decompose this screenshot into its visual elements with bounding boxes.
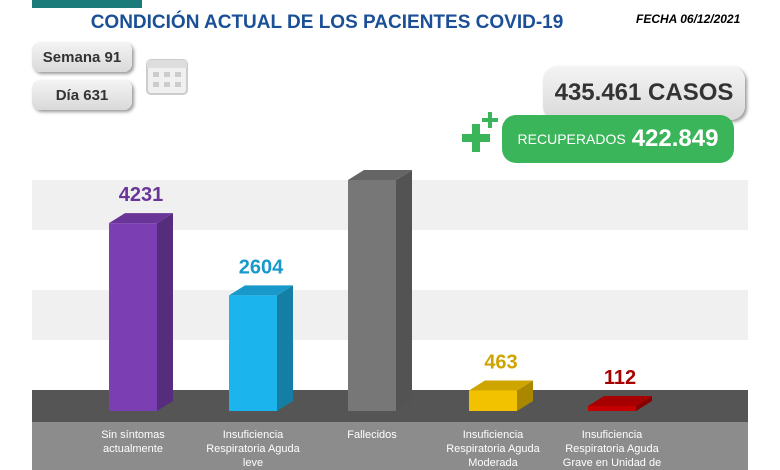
plus-icon <box>462 112 498 152</box>
bar-top <box>588 396 652 407</box>
value-label: 112 <box>604 367 636 389</box>
value-label: 463 <box>484 351 517 373</box>
bar <box>229 295 277 411</box>
calendar-icon <box>146 59 188 95</box>
bar <box>109 223 157 411</box>
value-label: 4231 <box>119 184 164 206</box>
bar <box>588 406 636 411</box>
category-label: Insuficiencia Respiratoria Aguda leve <box>206 429 300 469</box>
category-label: Sin síntomas actualmente <box>101 429 165 455</box>
bar <box>469 390 517 411</box>
title: CONDICIÓN ACTUAL DE LOS PACIENTES COVID-… <box>90 12 564 33</box>
category-label: Insuficiencia Respiratoria Aguda Grave e… <box>562 429 662 469</box>
bar-top <box>109 213 173 224</box>
week: Semana 91 <box>32 42 132 72</box>
bar-side <box>277 285 293 411</box>
bar-side <box>157 213 173 411</box>
day: Día 631 <box>32 80 132 110</box>
recovered-value: 422.849 <box>631 125 719 152</box>
bar-side <box>517 380 533 411</box>
bar-side <box>636 396 652 411</box>
bar-top <box>348 170 412 180</box>
category-label: Fallecidos <box>347 429 397 441</box>
date: FECHA 06/12/2021 <box>636 12 741 26</box>
bar <box>348 180 396 411</box>
category-label: Insuficiencia Respiratoria Aguda Moderad… <box>446 429 540 469</box>
chart: 423126045202463112 <box>32 170 748 470</box>
label-band <box>32 422 748 470</box>
bar-top <box>229 285 293 296</box>
bar-top <box>469 380 533 391</box>
recovered: RECUPERADOS 422.849 <box>502 115 734 163</box>
bar-side <box>396 170 412 411</box>
top-strip <box>32 0 142 8</box>
value-label: 2604 <box>239 256 284 278</box>
recovered-label: RECUPERADOS <box>517 131 626 147</box>
cases: 435.461 CASOS <box>543 66 745 120</box>
